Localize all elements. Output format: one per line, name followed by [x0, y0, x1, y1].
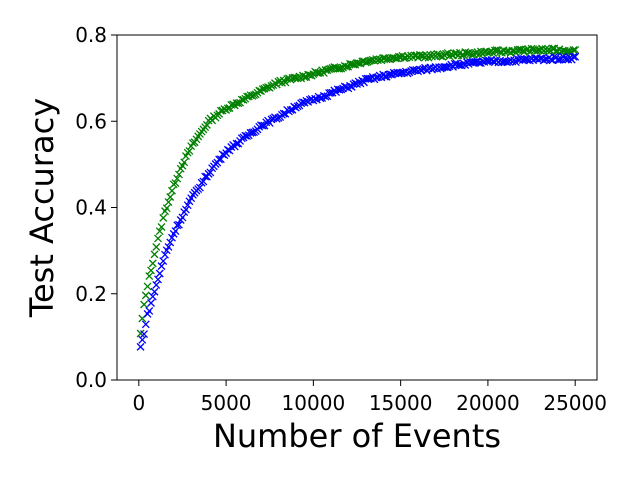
data-point [145, 272, 154, 280]
data-point [138, 335, 147, 344]
data-point [571, 45, 580, 54]
data-point [161, 250, 169, 259]
data-point [237, 134, 246, 143]
data-point [384, 70, 393, 79]
data-point [206, 168, 215, 177]
y-tick-label: 0.4 [75, 196, 107, 220]
data-point [145, 306, 154, 315]
data-point [162, 204, 171, 213]
data-point [171, 179, 180, 188]
data-point [136, 342, 145, 351]
data-point [154, 234, 162, 243]
data-point [157, 223, 166, 231]
data-marks [136, 44, 580, 351]
data-point [185, 146, 194, 155]
data-point [164, 242, 173, 251]
data-point [183, 201, 192, 210]
data-point [168, 233, 176, 242]
data-point [152, 243, 161, 251]
data-point [490, 46, 499, 55]
data-point [166, 193, 175, 201]
data-point [155, 227, 164, 236]
data-point [141, 320, 150, 329]
data-point [147, 299, 155, 307]
data-point [180, 158, 189, 167]
y-tick-label: 0.8 [75, 23, 107, 47]
data-point [199, 177, 208, 186]
series-2 [136, 52, 580, 351]
x-tick-label: 10000 [282, 391, 346, 415]
y-tick-label: 0.0 [75, 368, 107, 392]
data-point [159, 257, 168, 266]
data-point [150, 250, 159, 259]
data-point [281, 109, 290, 118]
x-tick-label: 25000 [543, 391, 607, 415]
data-point [571, 52, 580, 61]
data-point [140, 300, 149, 309]
data-point [312, 68, 321, 77]
data-point [569, 46, 578, 55]
data-point [195, 183, 204, 192]
data-point [178, 213, 187, 222]
series-1 [136, 44, 580, 338]
data-point [215, 155, 224, 164]
data-point [262, 83, 271, 92]
y-axis: 0.0 0.2 0.4 0.6 0.8 [75, 23, 117, 392]
x-tick-label: 20000 [456, 391, 520, 415]
data-point [150, 287, 159, 296]
data-point [363, 74, 372, 83]
data-point [155, 269, 164, 278]
x-tick-label: 15000 [369, 391, 433, 415]
data-point [157, 262, 166, 271]
data-point [175, 220, 183, 229]
x-axis-label: Number of Events [213, 417, 501, 455]
data-point [143, 282, 152, 291]
data-point [152, 280, 161, 289]
data-point [164, 198, 173, 207]
y-axis-label: Test Accuracy [23, 98, 61, 318]
data-point [168, 186, 176, 195]
y-tick-label: 0.2 [75, 282, 107, 306]
data-point [147, 266, 155, 275]
x-axis: 0 5000 10000 15000 20000 25000 [132, 380, 607, 415]
y-tick-label: 0.6 [75, 109, 107, 133]
data-point [175, 170, 183, 179]
data-point [181, 205, 190, 214]
data-point [154, 275, 162, 284]
x-tick-label: 5000 [201, 391, 252, 415]
data-point [148, 259, 157, 268]
x-tick-label: 0 [132, 391, 145, 415]
data-point [171, 227, 180, 236]
data-point [569, 52, 578, 61]
data-point [148, 292, 157, 301]
data-point [166, 238, 175, 247]
data-point [141, 291, 150, 300]
data-point [159, 213, 168, 222]
data-point [140, 330, 149, 339]
data-point [173, 174, 182, 183]
data-point [173, 221, 182, 230]
